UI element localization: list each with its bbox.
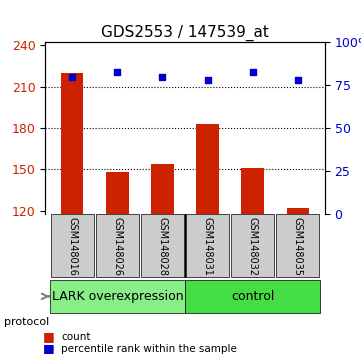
Text: GSM148028: GSM148028 [157,217,168,276]
Text: GSM148035: GSM148035 [293,217,303,276]
Bar [106,172,129,213]
Title: GDS2553 / 147539_at: GDS2553 / 147539_at [101,25,269,41]
Text: count: count [61,332,91,342]
FancyBboxPatch shape [141,214,184,277]
Point [160,74,165,80]
Point [205,77,210,83]
FancyBboxPatch shape [231,214,274,277]
Bar [61,73,83,213]
Text: ■: ■ [43,342,55,354]
FancyBboxPatch shape [49,280,185,313]
Text: ■: ■ [43,331,55,343]
Point [114,69,120,74]
Point [295,77,301,83]
Point [250,69,256,74]
Bar [242,168,264,213]
Text: percentile rank within the sample: percentile rank within the sample [61,344,237,354]
FancyBboxPatch shape [186,214,229,277]
Bar [287,208,309,213]
Text: GSM148016: GSM148016 [67,217,77,276]
FancyBboxPatch shape [96,214,139,277]
Text: GSM148032: GSM148032 [248,217,258,276]
Text: GSM148031: GSM148031 [203,217,213,276]
Point [69,74,75,80]
Text: control: control [231,290,274,303]
FancyBboxPatch shape [51,214,94,277]
Bar [196,124,219,213]
Text: protocol: protocol [4,317,49,327]
Bar [151,164,174,213]
FancyBboxPatch shape [276,214,319,277]
Text: GSM148026: GSM148026 [112,217,122,276]
FancyBboxPatch shape [185,280,321,313]
Text: LARK overexpression: LARK overexpression [52,290,183,303]
